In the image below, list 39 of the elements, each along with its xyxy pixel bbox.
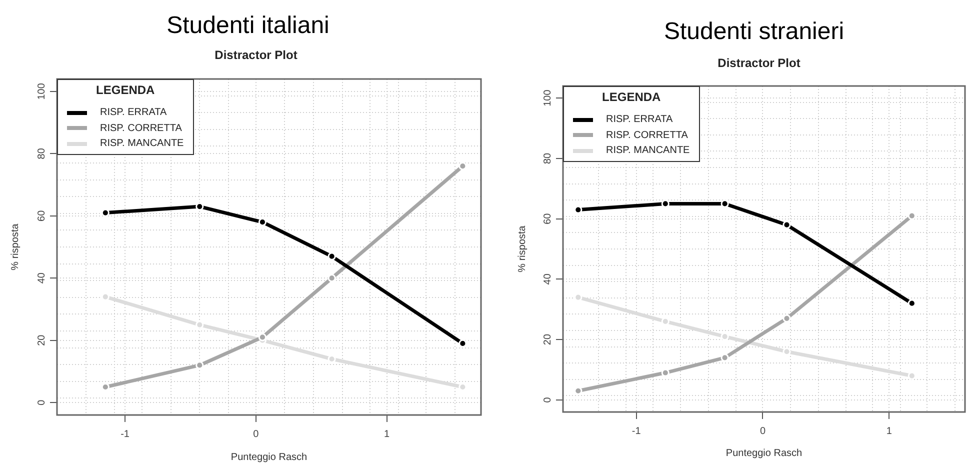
legend-label: RISP. MANCANTE [100, 138, 184, 150]
point [258, 333, 267, 342]
legend-title: LEGENDA [601, 90, 662, 104]
x-tick-label: -1 [120, 428, 130, 440]
point [328, 274, 336, 282]
x-axis-title: Punteggio Rasch [726, 448, 802, 459]
y-axis-title: % risposta [10, 223, 21, 270]
chart-title: Studenti italiani [166, 12, 330, 40]
point [782, 314, 791, 322]
y-tick-label: 100 [542, 89, 554, 106]
chart-title: Studenti stranieri [662, 18, 846, 46]
y-tick-label: 20 [36, 334, 48, 346]
y-tick-label: 80 [36, 148, 48, 160]
x-tick-label: 1 [886, 426, 892, 437]
legend-label: RISP. MANCANTE [606, 145, 690, 156]
chart-subtitle: Distractor Plot [214, 48, 298, 62]
legend-title: LEGENDA [95, 83, 156, 97]
y-tick-label: 40 [542, 273, 554, 285]
y-axis-title: % risposta [516, 225, 528, 272]
y-tick-label: 60 [542, 212, 554, 224]
x-tick-label: 0 [253, 428, 260, 440]
y-tick-label: 60 [36, 210, 48, 222]
y-tick-label: 100 [36, 82, 48, 100]
y-tick-label: 80 [542, 152, 554, 164]
point [328, 252, 336, 260]
legend-label: RISP. ERRATA [100, 107, 167, 118]
y-tick-label: 20 [542, 334, 554, 346]
chart-subtitle: Distractor Plot [716, 56, 802, 70]
x-axis-title: Punteggio Rasch [230, 452, 308, 463]
point [458, 162, 467, 170]
y-tick-label: 0 [542, 396, 554, 403]
y-tick-label: 40 [36, 272, 48, 284]
legend-label: RISP. CORRETTA [606, 130, 688, 141]
legend-label: RISP. CORRETTA [100, 122, 182, 134]
legend-label: RISP. ERRATA [606, 114, 673, 126]
y-tick-label: 0 [36, 399, 48, 406]
x-tick-label: -1 [632, 426, 642, 437]
x-tick-label: 1 [384, 428, 390, 440]
x-tick-label: 0 [760, 426, 766, 437]
